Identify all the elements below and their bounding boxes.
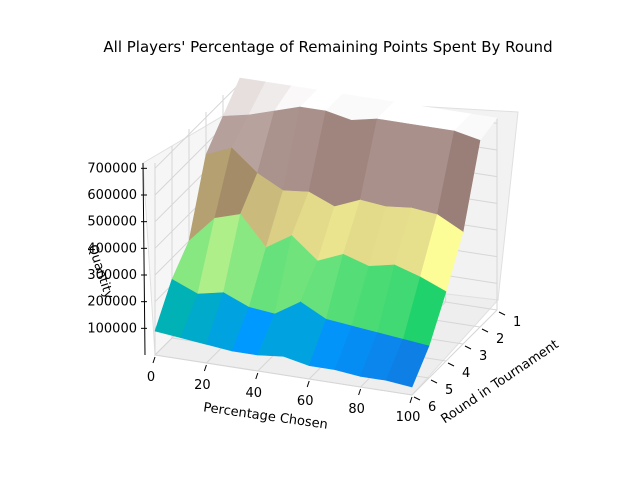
y-tick-mark [413,396,421,401]
x-tick-label: 0 [147,370,155,385]
z-tick-label: 200000 [87,295,137,310]
y-tick-mark [430,379,438,384]
x-tick-mark [152,356,156,364]
y-tick-label: 6 [428,400,436,415]
x-tick-mark [409,396,413,404]
y-tick-mark [481,328,489,333]
chart-title: All Players' Percentage of Remaining Poi… [103,38,552,56]
x-tick-mark [203,364,207,372]
y-tick-label: 1 [513,315,521,330]
z-axis: 100000 200000 300000 400000 500000 600000 7000… [87,161,147,356]
z-tick-label: 300000 [87,268,137,283]
x-tick-label: 80 [348,402,365,417]
z-tick-label: 100000 [87,321,137,336]
z-tick-label: 600000 [87,188,137,203]
grid-line-y [154,163,413,396]
y-tick-mark [464,345,472,350]
x-tick-label: 20 [194,378,211,393]
z-tick-label: 400000 [87,241,137,256]
x-axis: 0 20 40 60 80 100 [147,356,421,425]
y-tick-label: 2 [496,332,504,347]
y-tick-mark [498,311,506,316]
y-tick-label: 3 [479,349,487,364]
z-tick-label: 700000 [87,161,137,176]
x-tick-label: 60 [297,394,314,409]
y-tick-mark [447,362,455,367]
x-tick-label: 40 [246,386,263,401]
y-tick-label: 5 [445,383,453,398]
x-tick-label: 100 [396,410,421,425]
z-tick-label: 500000 [87,215,137,230]
x-tick-mark [358,388,362,396]
x-tick-mark [255,372,259,380]
surface-patch [385,338,430,388]
surface [154,77,498,388]
y-tick-label: 4 [462,366,470,381]
x-tick-mark [306,380,310,388]
